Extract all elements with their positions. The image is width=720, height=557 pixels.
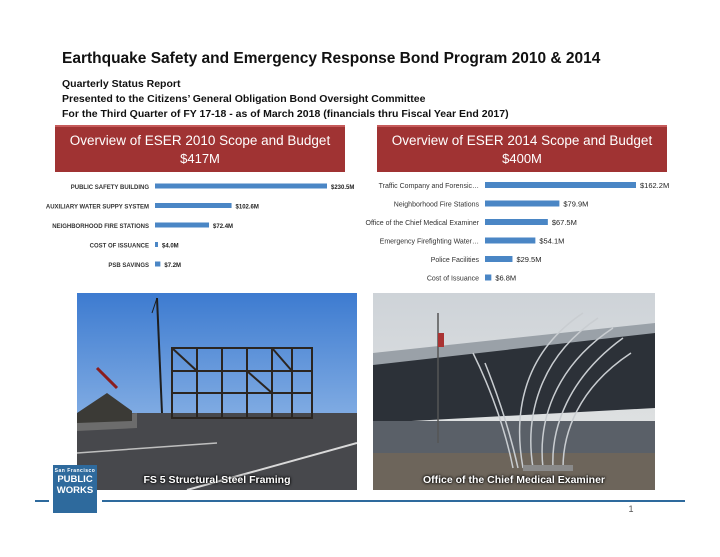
bar-2	[155, 222, 210, 228]
logo-works-text: WORKS	[56, 485, 94, 496]
page-title: Earthquake Safety and Emergency Response…	[62, 50, 601, 67]
value-label: $6.8M	[495, 274, 516, 283]
report-period: For the Third Quarter of FY 17-18 - as o…	[62, 108, 509, 120]
bar-0	[155, 183, 327, 189]
eser-2010-banner: Overview of ESER 2010 Scope and Budget $…	[55, 125, 345, 172]
medical-examiner-photo: Office of the Chief Medical Examiner	[373, 293, 655, 490]
value-label: $4.0M	[162, 244, 179, 250]
bar-1	[485, 200, 560, 207]
category-label: PUBLIC SAFETY BUILDING	[71, 185, 150, 191]
category-label: Cost of Issuance	[427, 276, 479, 283]
category-label: Emergency Firefighting Water…	[380, 239, 479, 246]
value-label: $29.5M	[516, 255, 541, 264]
bar-0	[485, 182, 636, 188]
value-label: $79.9M	[563, 200, 588, 209]
value-label: $162.2M	[640, 181, 669, 190]
category-label: Police Facilities	[431, 257, 480, 264]
value-label: $54.1M	[539, 237, 564, 246]
bar-5	[485, 274, 492, 281]
bar-3	[485, 237, 536, 244]
category-label: NEIGHBORHOOD FIRE STATIONS	[52, 224, 149, 230]
building-photo-art	[373, 293, 655, 490]
category-label: COST OF ISSUANCE	[90, 244, 149, 250]
bar-2	[485, 219, 548, 225]
value-label: $7.2M	[164, 263, 181, 269]
category-label: Neighborhood Fire Stations	[394, 202, 480, 209]
sf-public-works-logo: San Francisco PUBLIC WORKS	[53, 465, 97, 513]
value-label: $72.4M	[213, 224, 233, 230]
photo-caption-medical-examiner: Office of the Chief Medical Examiner	[422, 474, 606, 486]
logo-city-text: San Francisco	[54, 468, 96, 474]
bar-4	[485, 256, 513, 262]
construction-photo-art	[77, 293, 357, 490]
logo-public-text: PUBLIC	[57, 474, 93, 485]
eser-2014-banner: Overview of ESER 2014 Scope and Budget $…	[377, 125, 667, 172]
eser-2010-amount: $417M	[180, 151, 220, 166]
eser-2010-title: Overview of ESER 2010 Scope and Budget	[69, 133, 331, 148]
footer-divider-left	[35, 500, 49, 502]
eser-2014-amount: $400M	[502, 151, 542, 166]
report-audience: Presented to the Citizens’ General Oblig…	[62, 93, 426, 105]
page-number: 1	[628, 504, 634, 514]
report-subtitle: Quarterly Status Report	[62, 78, 181, 90]
category-label: Office of the Chief Medical Examiner	[366, 220, 480, 227]
bar-3	[155, 242, 158, 247]
value-label: $230.5M	[331, 185, 354, 191]
eser-2014-bar-chart: Traffic Company and Forensic… $162.2M Neig…	[366, 181, 670, 283]
footer-divider-right	[102, 500, 685, 502]
category-label: AUXILIARY WATER SUPPY SYSTEM	[46, 205, 149, 211]
value-label: $102.6M	[236, 205, 259, 211]
fs5-steel-framing-photo: FS 5 Structural Steel Framing	[77, 293, 357, 490]
bar-1	[155, 203, 232, 208]
category-label: Traffic Company and Forensic…	[379, 183, 479, 190]
eser-2010-bar-chart: PUBLIC SAFETY BUILDING $230.5M AUXILIARY W…	[46, 183, 354, 269]
photo-caption-fs5: FS 5 Structural Steel Framing	[143, 474, 291, 486]
value-label: $67.5M	[552, 218, 577, 227]
category-label: PSB SAVINGS	[108, 263, 149, 269]
eser-2014-title: Overview of ESER 2014 Scope and Budget	[391, 133, 653, 148]
bar-4	[155, 261, 161, 267]
